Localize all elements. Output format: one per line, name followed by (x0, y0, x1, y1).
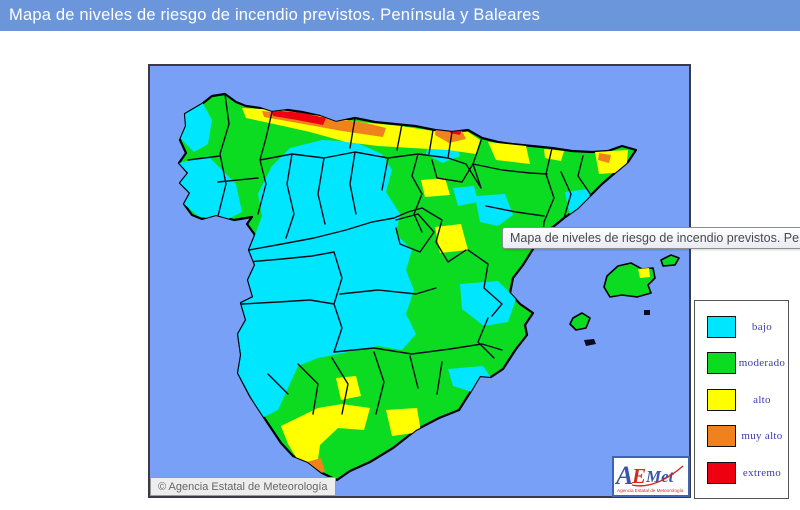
map-copyright: © Agencia Estatal de Meteorología (150, 477, 336, 496)
fire-risk-map[interactable] (148, 64, 691, 498)
legend-row-moderado: moderado (695, 352, 788, 374)
balearic-islands (569, 254, 680, 346)
legend-label-muy-alto: muy alto (741, 430, 783, 442)
aemet-logo-e: E (631, 464, 646, 488)
legend-swatch-alto (707, 388, 736, 411)
cabrera-island (644, 310, 650, 315)
aemet-logo-a: A (615, 461, 633, 490)
mallorca-high-risk-spot (638, 268, 650, 278)
risk-legend: bajo moderado alto muy alto extremo (694, 300, 789, 499)
legend-row-extremo: extremo (695, 461, 788, 484)
formentera-island (584, 339, 596, 346)
aemet-logo-met: Met (645, 467, 675, 486)
legend-swatch-bajo (707, 315, 736, 338)
legend-row-muy-alto: muy alto (695, 425, 788, 447)
aemet-logo-art: A E Met Agencia Estatal de Meteorología (615, 461, 684, 493)
aemet-logo-swoosh (631, 464, 684, 486)
ibiza-island (569, 312, 591, 331)
province-borders (187, 94, 592, 415)
legend-swatch-muy-alto (707, 425, 736, 447)
aemet-logo: A E Met Agencia Estatal de Meteorología (612, 456, 690, 497)
menorca-island (660, 254, 680, 267)
legend-label-moderado: moderado (738, 357, 786, 369)
legend-swatch-moderado (707, 352, 736, 374)
legend-row-alto: alto (695, 388, 788, 411)
aemet-logo-subtitle: Agencia Estatal de Meteorología (617, 488, 684, 493)
legend-row-bajo: bajo (695, 315, 788, 338)
legend-label-alto: alto (753, 393, 771, 406)
risk-level-low-regions (179, 102, 594, 418)
tooltip-text: Mapa de niveles de riesgo de incendio pr… (510, 231, 800, 245)
copyright-text: © Agencia Estatal de Meteorología (158, 480, 328, 493)
spain-map-svg (150, 66, 689, 496)
page-title-bar: Mapa de niveles de riesgo de incendio pr… (0, 0, 800, 31)
map-tooltip: Mapa de niveles de riesgo de incendio pr… (502, 227, 800, 249)
page-title: Mapa de niveles de riesgo de incendio pr… (9, 6, 541, 24)
legend-label-extremo: extremo (742, 466, 782, 479)
legend-swatch-extremo (707, 461, 736, 484)
legend-label-bajo: bajo (751, 320, 773, 333)
